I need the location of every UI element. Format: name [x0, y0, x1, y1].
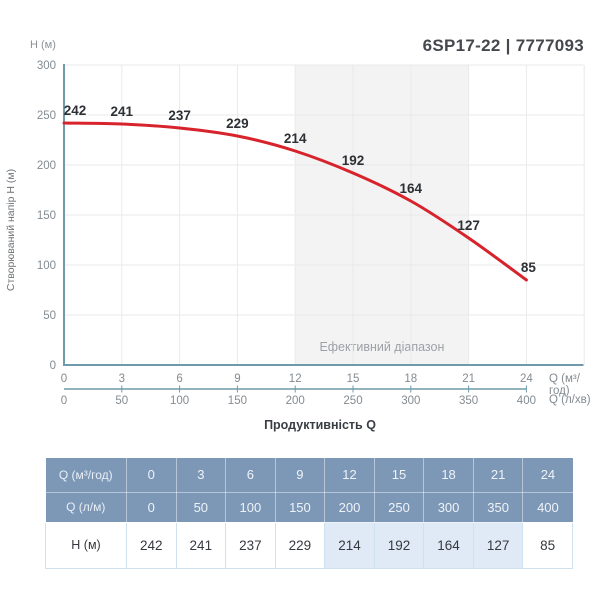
curve-point-label: 192: [342, 153, 365, 168]
table-cell: 100: [225, 492, 276, 523]
x-tick-label: 0: [61, 373, 67, 385]
x-tick-label: 9: [234, 373, 240, 385]
y-tick-label: 100: [37, 260, 56, 272]
table-cell: 12: [324, 458, 375, 493]
x-tick-label: 18: [404, 373, 417, 385]
table-cell: 0: [126, 492, 177, 523]
data-table: Q (м³/год) 0 3 6 9 12 15 18 21 24 Q (л/м) 0 50 100 150…: [45, 458, 573, 569]
y-tick-label: 250: [37, 110, 56, 122]
table-row-2: Q (л/м) 0 50 100 150 200 250 300 350 400: [45, 492, 573, 523]
table-cell: 24: [522, 458, 573, 493]
table-row-label: Q (л/м): [45, 492, 127, 523]
table-cell: 229: [274, 521, 326, 569]
x-axis-unit-label-m3h: Q (м³/год): [549, 373, 580, 397]
pump-curve: [62, 121, 528, 282]
x-tick-label: 12: [289, 373, 302, 385]
y-tick-label: 0: [50, 360, 56, 372]
table-cell: 18: [423, 458, 474, 493]
table-cell: 6: [225, 458, 276, 493]
x-tick-label: 24: [520, 373, 533, 385]
table-cell: 9: [275, 458, 326, 493]
curve-point-label: 242: [64, 103, 87, 118]
curve-point-label: 229: [226, 116, 249, 131]
page-title: 6SP17-22 | 7777093: [422, 36, 584, 55]
table-cell: 21: [473, 458, 524, 493]
table-row-label: H (м): [45, 521, 127, 569]
table-cell: 237: [225, 521, 276, 569]
table-cell: 192: [373, 521, 425, 569]
x-tick-label: 21: [462, 373, 475, 385]
y-axis-unit-label: H (м): [30, 39, 56, 51]
curve-point-label: 237: [168, 108, 191, 123]
x2-tick-label: 200: [286, 395, 305, 407]
y-tick-label: 300: [37, 60, 56, 72]
table-row-1: Q (м³/год) 0 3 6 9 12 15 18 21 24: [45, 458, 573, 493]
y-tick-label: 50: [43, 310, 56, 322]
x2-tick-label: 250: [343, 395, 362, 407]
x-tick-label: 15: [347, 373, 360, 385]
table-cell: 3: [176, 458, 227, 493]
table-cell: 214: [324, 521, 375, 569]
curve-point-label: 241: [111, 104, 134, 119]
x2-tick-label: 0: [61, 395, 67, 407]
effective-range-label: Ефективний діапазон: [319, 340, 444, 354]
x-tick-label: 6: [176, 373, 182, 385]
x-tick-label: 3: [119, 373, 125, 385]
table-cell: 15: [374, 458, 425, 493]
y-tick-label: 200: [37, 160, 56, 172]
x-axis-title: Продуктивність Q: [264, 418, 376, 432]
x2-tick-label: 400: [517, 395, 536, 407]
curve-point-label: 127: [457, 218, 480, 233]
curve-point-label: 214: [284, 131, 307, 146]
table-cell: 300: [423, 492, 474, 523]
table-cell: 164: [423, 521, 474, 569]
table-cell: 0: [126, 458, 177, 493]
table-cell: 400: [522, 492, 573, 523]
curve-point-label: 164: [400, 181, 423, 196]
table-row-3: H (м) 242 241 237 229 214 192 164 127 85: [45, 521, 573, 569]
x2-tick-label: 350: [459, 395, 478, 407]
table-cell: 85: [522, 521, 573, 569]
table-row-label: Q (м³/год): [45, 458, 127, 493]
x2-tick-label: 300: [401, 395, 420, 407]
table-cell: 50: [176, 492, 227, 523]
table-cell: 150: [275, 492, 326, 523]
table-cell: 350: [473, 492, 524, 523]
table-cell: 200: [324, 492, 375, 523]
table-cell: 242: [126, 521, 177, 569]
table-cell: 127: [472, 521, 524, 569]
table-cell: 241: [175, 521, 227, 569]
curve-point-label: 85: [521, 260, 537, 275]
x2-tick-label: 100: [170, 395, 189, 407]
table-cell: 250: [374, 492, 425, 523]
y-tick-label: 150: [37, 210, 56, 222]
x2-tick-label: 50: [115, 395, 128, 407]
x2-tick-label: 150: [228, 395, 247, 407]
x-axis-unit-label-lmin: Q (л/хв): [549, 394, 591, 406]
